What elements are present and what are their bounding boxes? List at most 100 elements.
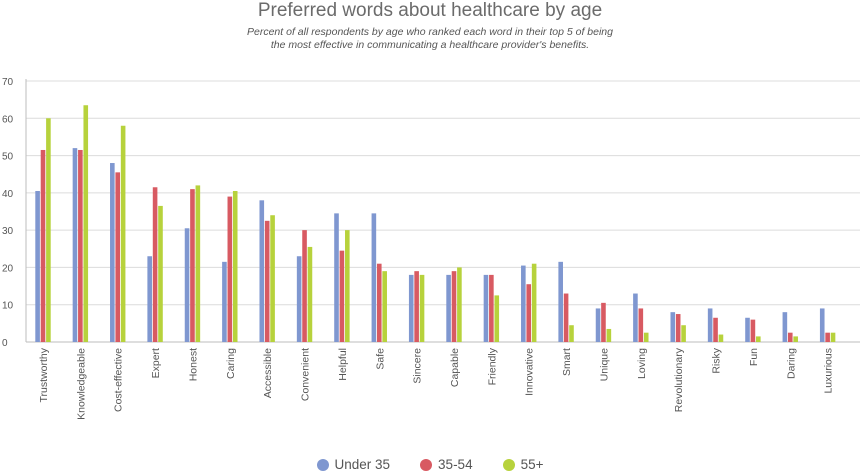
bar-35-54-honest <box>190 189 195 342</box>
bar-under-35-capable <box>446 274 451 342</box>
chart-title: Preferred words about healthcare by age <box>257 0 603 21</box>
bar-35-54-accessible <box>264 220 270 342</box>
x-tick-label-fun: Fun <box>748 348 760 366</box>
legend-label-under-35: Under 35 <box>334 457 391 472</box>
x-tick-label-revolutionary: Revolutionary <box>673 347 685 412</box>
bar-under-35-convenient <box>296 256 302 342</box>
y-tick-label-40: 40 <box>2 189 14 200</box>
legend-item-35-54: 35-54 <box>420 457 473 472</box>
subtitle-line-2: the most effective in communicating a he… <box>270 39 590 51</box>
bar-35-54-sincere <box>414 271 419 342</box>
bar-35-54-smart <box>563 293 569 342</box>
x-tick-label-sincere: Sincere <box>412 348 424 384</box>
x-tick-label-daring: Daring <box>785 348 797 379</box>
bar-35-54-caring <box>227 196 233 342</box>
x-tick-label-risky: Risky <box>711 347 723 373</box>
x-tick-label-knowledgeable: Knowledgeable <box>75 348 87 420</box>
x-tick-label-luxurious: Luxurious <box>823 348 835 394</box>
y-tick-label-10: 10 <box>2 301 14 312</box>
bar-35-54-capable <box>451 271 457 342</box>
bar-under-35-trustworthy <box>35 190 40 342</box>
bar-under-35-unique <box>595 308 601 342</box>
bar-35-54-expert <box>152 187 158 342</box>
bar-35-54-friendly <box>489 274 494 342</box>
legend-label-35-54: 35-54 <box>438 457 473 472</box>
bar-55-sincere <box>419 274 425 342</box>
bar-35-54-knowledgeable <box>78 149 83 342</box>
x-tick-label-innovative: Innovative <box>524 348 536 396</box>
bar-55-innovative <box>531 263 537 342</box>
y-tick-label-50: 50 <box>2 152 14 163</box>
bar-55-convenient <box>307 246 313 342</box>
y-tick-label-60: 60 <box>2 114 14 125</box>
x-tick-label-cost-effective: Cost-effective <box>113 348 125 412</box>
legend-item-under-35: Under 35 <box>316 457 391 472</box>
bar-under-35-knowledgeable <box>72 148 78 342</box>
bar-under-35-fun <box>745 317 750 342</box>
bar-55-smart <box>569 325 574 342</box>
bar-55-honest <box>195 185 201 342</box>
bar-55-safe <box>382 271 387 342</box>
bar-55-cost-effective <box>120 125 126 342</box>
bar-55-revolutionary <box>681 325 686 342</box>
bar-35-54-risky <box>713 317 718 342</box>
bar-under-35-helpful <box>334 213 339 342</box>
bar-55-helpful <box>345 230 350 342</box>
bar-55-friendly <box>494 295 500 342</box>
y-tick-label-20: 20 <box>2 263 14 274</box>
y-tick-label-30: 30 <box>2 226 14 237</box>
bar-35-54-convenient <box>302 230 307 342</box>
x-tick-label-trustworthy: Trustworthy <box>38 347 50 402</box>
legend-swatch-35-54 <box>420 458 433 471</box>
x-tick-label-capable: Capable <box>449 348 461 387</box>
bar-under-35-honest <box>184 228 190 342</box>
x-tick-label-convenient: Convenient <box>300 348 312 401</box>
legend: Under 35 35-54 55+ <box>0 457 860 472</box>
bar-35-54-loving <box>638 308 644 342</box>
bar-under-35-loving <box>633 293 638 342</box>
bar-55-daring <box>793 336 798 342</box>
x-tick-label-smart: Smart <box>561 348 573 376</box>
bar-35-54-innovative <box>526 284 532 342</box>
x-tick-label-caring: Caring <box>225 348 237 379</box>
bar-55-unique <box>606 328 612 342</box>
y-tick-label-0: 0 <box>2 338 8 349</box>
bar-55-risky <box>718 334 724 342</box>
bar-under-35-friendly <box>483 274 489 342</box>
bar-35-54-trustworthy <box>40 149 46 342</box>
bar-55-expert <box>158 205 163 342</box>
bar-35-54-safe <box>376 263 382 342</box>
bar-55-trustworthy <box>46 118 51 343</box>
bar-under-35-sincere <box>408 274 414 342</box>
bar-under-35-revolutionary <box>670 312 676 342</box>
legend-swatch-55-plus <box>502 458 515 471</box>
bar-under-35-accessible <box>259 200 265 342</box>
bar-35-54-daring <box>787 332 793 342</box>
bar-35-54-revolutionary <box>675 314 681 342</box>
bar-under-35-smart <box>558 261 563 342</box>
bar-under-35-innovative <box>521 265 526 342</box>
x-tick-label-unique: Unique <box>598 348 610 381</box>
bar-under-35-cost-effective <box>110 163 115 342</box>
bar-55-luxurious <box>830 332 836 342</box>
bar-55-loving <box>643 332 649 342</box>
bar-chart: 0 10 20 30 40 50 60 70 Trustworthy Knowledgeable C… <box>2 77 860 420</box>
legend-swatch-under-35 <box>316 458 329 471</box>
y-tick-label-70: 70 <box>2 77 14 88</box>
bar-35-54-fun <box>750 319 756 342</box>
bar-55-caring <box>232 190 238 342</box>
subtitle-line-1: Percent of all respondents by age who ra… <box>247 26 613 38</box>
bar-55-fun <box>756 336 761 342</box>
bar-55-knowledgeable <box>83 105 89 342</box>
bar-under-35-risky <box>707 308 713 342</box>
x-tick-label-helpful: Helpful <box>337 348 349 381</box>
bar-under-35-caring <box>222 261 227 342</box>
bar-under-35-expert <box>147 256 152 342</box>
bar-35-54-unique <box>601 302 606 342</box>
x-tick-label-loving: Loving <box>636 348 648 379</box>
bar-55-capable <box>457 267 462 342</box>
bar-under-35-safe <box>371 213 377 342</box>
legend-item-55-plus: 55+ <box>502 457 543 472</box>
x-tick-label-honest: Honest <box>187 348 199 381</box>
bar-35-54-cost-effective <box>115 172 121 342</box>
